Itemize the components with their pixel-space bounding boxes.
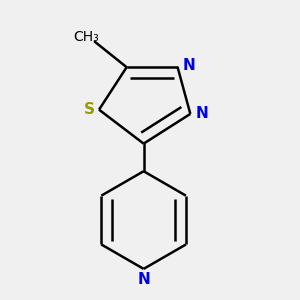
Text: N: N: [196, 106, 208, 122]
Text: N: N: [182, 58, 195, 74]
Text: CH₃: CH₃: [74, 30, 99, 44]
Text: S: S: [84, 102, 95, 117]
Text: N: N: [137, 272, 150, 287]
